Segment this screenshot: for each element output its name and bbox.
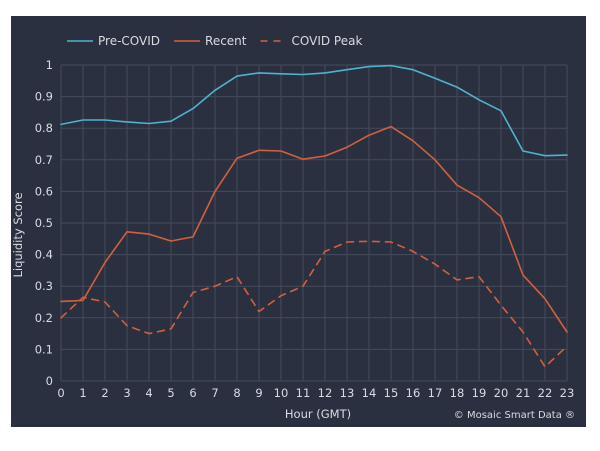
y-tick-label: 0.2 bbox=[35, 311, 53, 325]
y-tick-label: 0 bbox=[46, 374, 53, 388]
x-tick-label: 10 bbox=[274, 386, 289, 400]
legend-label: Recent bbox=[205, 34, 247, 48]
x-tick-label: 1 bbox=[79, 386, 86, 400]
x-tick-label: 16 bbox=[406, 386, 421, 400]
x-tick-label: 11 bbox=[296, 386, 311, 400]
y-tick-label: 0.6 bbox=[35, 184, 53, 198]
y-tick-label: 0.4 bbox=[35, 248, 53, 262]
x-tick-label: 2 bbox=[101, 386, 108, 400]
y-tick-label: 0.7 bbox=[35, 153, 53, 167]
y-tick-label: 0.5 bbox=[35, 216, 53, 230]
liquidity-line-chart: 00.10.20.30.40.50.60.70.80.910 1 2 3 4 5 6 7 8 9 1… bbox=[11, 34, 575, 421]
x-tick-label: 13 bbox=[340, 386, 355, 400]
x-tick-label: 23 bbox=[560, 386, 575, 400]
x-tick-label: 5 bbox=[167, 386, 174, 400]
x-tick-label: 7 bbox=[211, 386, 218, 400]
chart-panel: 0 0.1 0.2 0.3 0.4 0.5 0.6 0.7 0.8 0.9 1 0 1 2 3 4 5 6 7 8 9 1… bbox=[11, 16, 586, 427]
x-tick-label: 8 bbox=[233, 386, 240, 400]
y-tick-label: 0.9 bbox=[35, 90, 53, 104]
x-tick-label: 3 bbox=[123, 386, 130, 400]
y-tick-label: 1 bbox=[46, 58, 53, 72]
legend-label: Pre-COVID bbox=[98, 34, 160, 48]
series-line-recent bbox=[60, 125, 568, 333]
x-tick-label: 19 bbox=[472, 386, 487, 400]
x-tick-label: 21 bbox=[516, 386, 531, 400]
x-axis-title: Hour (GMT) bbox=[285, 407, 351, 421]
x-tick-label: 20 bbox=[494, 386, 509, 400]
series-line-pre-covid bbox=[60, 64, 568, 157]
legend: Pre-COVID Recent COVID Peak bbox=[67, 34, 362, 48]
y-tick-label: 0.8 bbox=[35, 121, 53, 135]
legend-label: COVID Peak bbox=[292, 34, 363, 48]
x-tick-label: 12 bbox=[318, 386, 333, 400]
y-tick-label: 0.3 bbox=[35, 279, 53, 293]
x-tick-label: 0 bbox=[57, 386, 64, 400]
x-tick-label: 14 bbox=[362, 386, 377, 400]
y-tick-label: 0.1 bbox=[35, 342, 53, 356]
x-tick-label: 9 bbox=[255, 386, 262, 400]
legend-item: Recent bbox=[174, 34, 247, 48]
x-tick-label: 17 bbox=[428, 386, 443, 400]
credit-text: © Mosaic Smart Data ® bbox=[454, 410, 575, 421]
legend-item: COVID Peak bbox=[260, 34, 363, 48]
series-line-covid-peak bbox=[60, 240, 568, 368]
y-axis-title: Liquidity Score bbox=[11, 192, 25, 277]
x-tick-label: 6 bbox=[189, 386, 196, 400]
x-tick-label: 4 bbox=[145, 386, 152, 400]
x-tick-label: 15 bbox=[384, 386, 399, 400]
x-tick-label: 18 bbox=[450, 386, 465, 400]
legend-item: Pre-COVID bbox=[67, 34, 160, 48]
x-tick-label: 22 bbox=[538, 386, 553, 400]
